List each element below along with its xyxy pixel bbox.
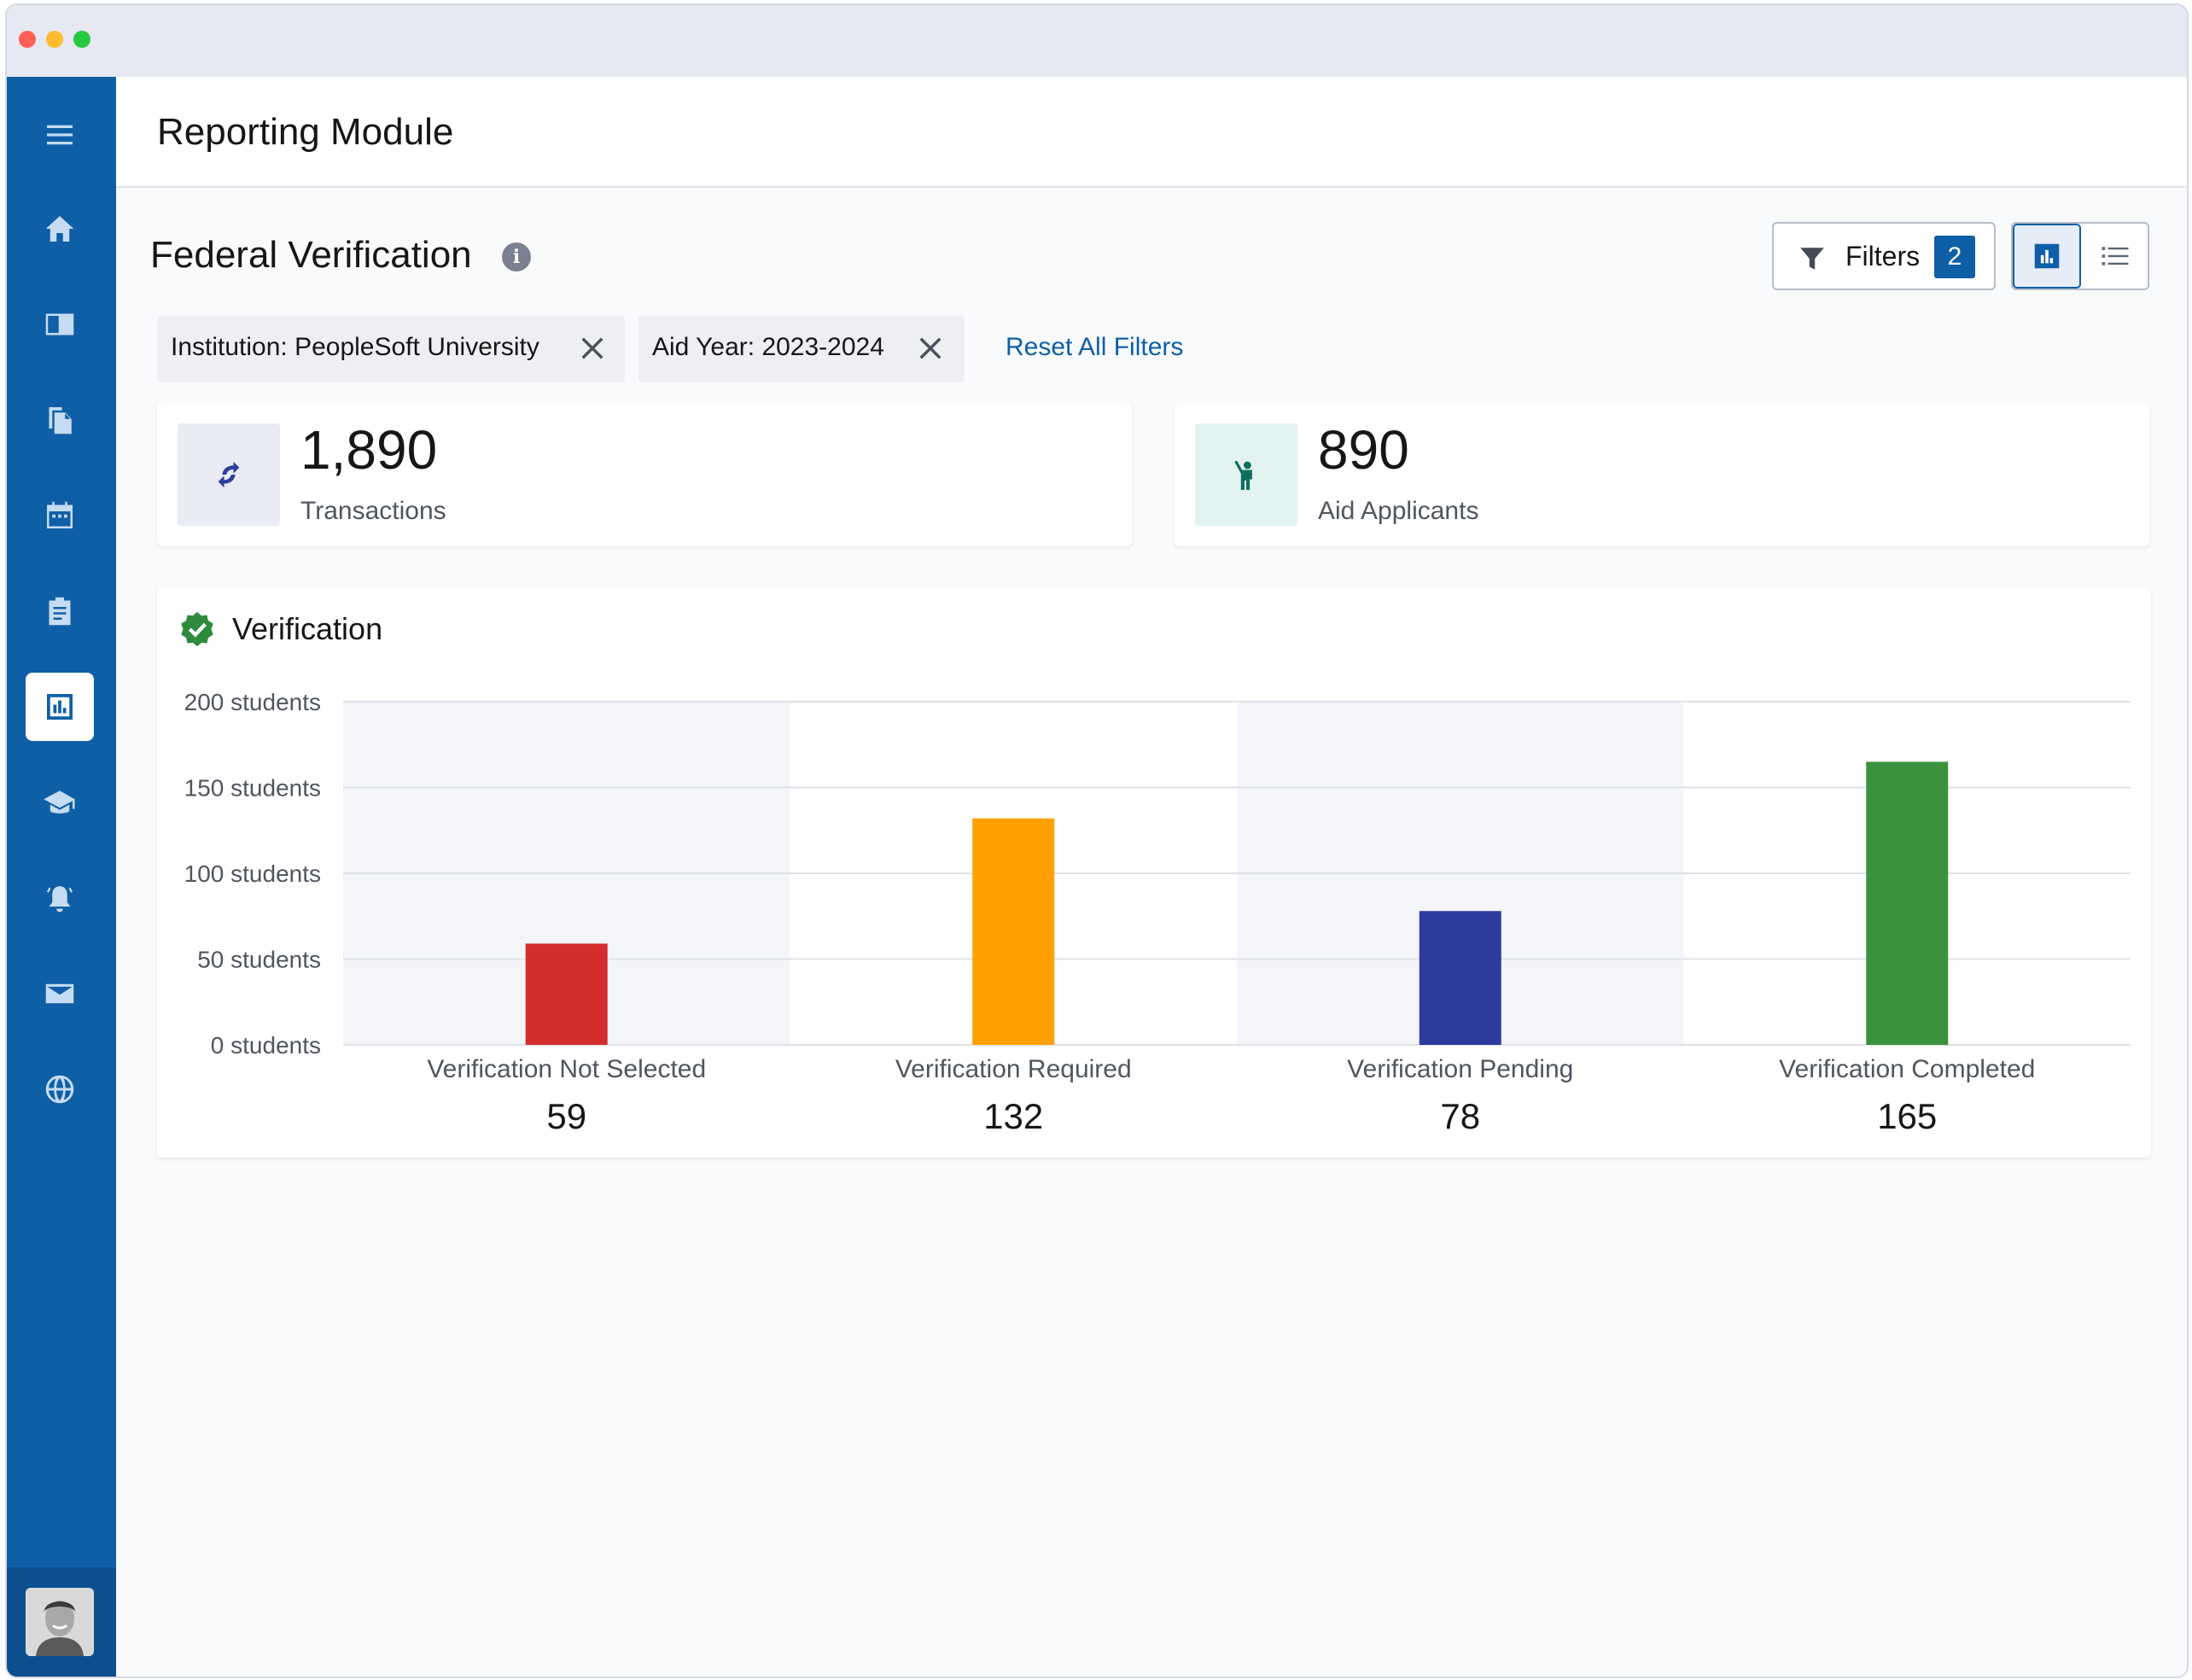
filters-count-badge: 2 xyxy=(1934,236,1975,278)
list-icon xyxy=(2102,247,2129,265)
verification-bar-chart: 0 students 50 students 100 students 150 stu… xyxy=(184,689,2131,1136)
x-category-label: Verification Pending xyxy=(1347,1055,1573,1083)
verification-chart-card: 0 students 50 students 100 students 150 stu… xyxy=(157,587,2151,1158)
sidebar-item-documents[interactable] xyxy=(26,386,94,454)
chart-title: Verification xyxy=(232,611,383,646)
sidebar-item-education[interactable] xyxy=(26,768,94,837)
bar-chart-icon xyxy=(2034,243,2060,269)
sidebar-item-alerts[interactable] xyxy=(26,864,94,932)
y-tick-label: 0 students xyxy=(211,1032,321,1059)
mail-icon xyxy=(45,983,74,1004)
kpi-icon-box xyxy=(1195,423,1297,526)
user-photo xyxy=(26,1588,94,1656)
bar xyxy=(972,818,1055,1045)
chart-view-button[interactable] xyxy=(2013,224,2081,289)
calendar-icon xyxy=(47,501,73,528)
alarm-bell-icon xyxy=(47,886,73,913)
kpi-label: Aid Applicants xyxy=(1318,497,1479,525)
kpi-icon-box xyxy=(178,423,280,526)
kpi-card-aid-applicants: 890 Aid Applicants xyxy=(1175,403,2149,546)
filter-chip-institution: Institution: PeopleSoft University xyxy=(157,316,625,382)
sidebar-item-global[interactable] xyxy=(26,1055,94,1123)
filter-chip-aid-year: Aid Year: 2023-2024 xyxy=(638,316,965,382)
documents-icon xyxy=(49,407,72,435)
minimize-window-button[interactable] xyxy=(46,31,63,48)
section-title: Federal Verification xyxy=(150,234,472,276)
bar-value-label: 78 xyxy=(1440,1096,1480,1136)
bar xyxy=(1419,911,1501,1045)
reset-all-filters-link[interactable]: Reset All Filters xyxy=(1006,333,1184,361)
sidebar-item-home[interactable] xyxy=(26,195,94,263)
x-category-label: Verification Required xyxy=(895,1055,1132,1083)
y-tick-label: 100 students xyxy=(184,860,321,887)
reports-icon xyxy=(47,694,73,720)
sidebar-footer xyxy=(7,1567,116,1677)
menu-icon xyxy=(47,125,73,145)
clipboard-icon xyxy=(49,597,71,626)
y-tick-label: 200 students xyxy=(184,689,321,715)
remove-filter-icon[interactable] xyxy=(915,333,946,364)
y-tick-label: 150 students xyxy=(184,775,321,802)
page-title: Reporting Module xyxy=(157,111,454,153)
y-tick-label: 50 students xyxy=(197,947,321,973)
bar xyxy=(1866,761,1949,1045)
kpi-label: Transactions xyxy=(300,497,446,525)
sidebar-item-id-card[interactable] xyxy=(26,290,94,359)
sidebar xyxy=(7,77,116,1677)
bar-value-label: 132 xyxy=(983,1096,1043,1136)
filters-label: Filters xyxy=(1845,241,1921,271)
view-toggle xyxy=(2011,222,2149,290)
kpi-value: 1,890 xyxy=(300,419,438,481)
sidebar-item-clipboard[interactable] xyxy=(26,577,94,645)
filter-chip-label: Aid Year: 2023-2024 xyxy=(652,333,884,361)
bar-value-label: 59 xyxy=(546,1096,586,1136)
info-icon[interactable]: i xyxy=(502,242,531,271)
home-icon xyxy=(45,216,74,242)
filter-icon xyxy=(1798,244,1827,273)
page-header: Reporting Module xyxy=(116,77,2187,188)
verified-badge-icon xyxy=(178,610,217,649)
filters-button[interactable]: Filters 2 xyxy=(1772,222,1996,290)
remove-filter-icon[interactable] xyxy=(577,333,608,364)
maximize-window-button[interactable] xyxy=(73,31,90,48)
x-category-label: Verification Not Selected xyxy=(427,1055,706,1083)
avatar[interactable] xyxy=(26,1588,94,1656)
person-raise-hand-icon xyxy=(1234,460,1252,490)
list-view-button[interactable] xyxy=(2081,224,2148,289)
globe-icon xyxy=(45,1075,74,1104)
menu-button[interactable] xyxy=(26,101,94,169)
kpi-value: 890 xyxy=(1318,419,1409,481)
bar xyxy=(525,943,608,1045)
graduation-cap-icon xyxy=(44,790,75,814)
title-bar xyxy=(7,5,2187,77)
kpi-card-transactions: 1,890 Transactions xyxy=(157,403,1132,546)
sidebar-item-mail[interactable] xyxy=(26,960,94,1028)
sidebar-item-reports[interactable] xyxy=(26,673,94,741)
sidebar-item-calendar[interactable] xyxy=(26,481,94,550)
filter-chip-label: Institution: PeopleSoft University xyxy=(171,333,539,361)
bar-value-label: 165 xyxy=(1877,1096,1937,1136)
sync-icon xyxy=(218,461,240,488)
id-card-icon xyxy=(45,313,74,335)
close-window-button[interactable] xyxy=(19,31,36,48)
x-category-label: Verification Completed xyxy=(1779,1055,2035,1083)
